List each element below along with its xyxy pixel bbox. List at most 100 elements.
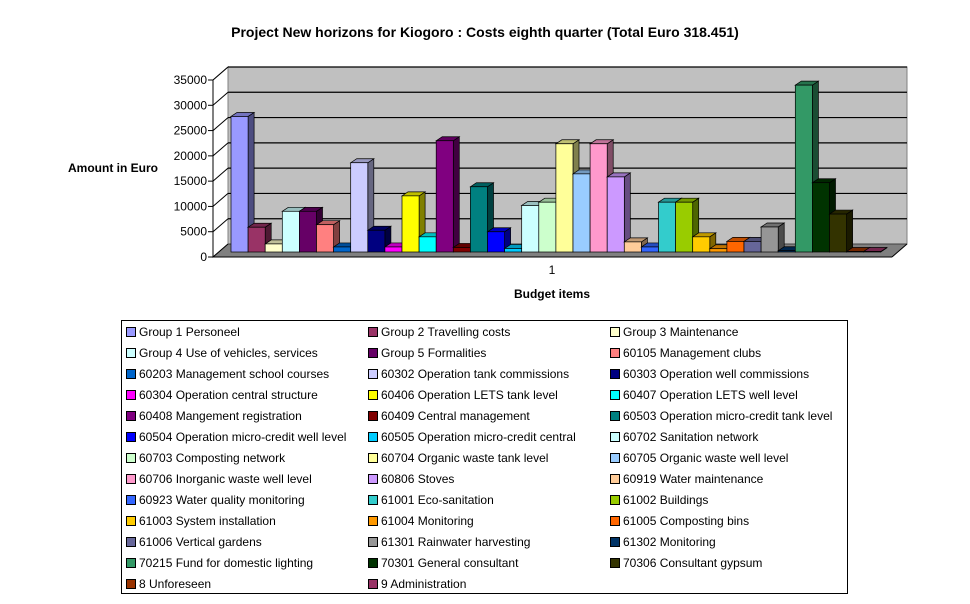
bar (521, 205, 540, 253)
legend-label: 60303 Operation well commissions (623, 367, 810, 381)
legend-swatch (126, 369, 136, 379)
bar (264, 243, 283, 253)
bar (230, 116, 249, 253)
legend-label: 61003 System installation (139, 514, 276, 528)
legend-item: Group 5 Formalities (368, 346, 486, 360)
legend-swatch (610, 348, 620, 358)
legend-label: 8 Unforeseen (139, 577, 212, 591)
legend-swatch (610, 432, 620, 442)
bar (316, 224, 334, 253)
legend-swatch (610, 516, 620, 526)
legend-label: 60505 Operation micro-credit central (381, 430, 576, 444)
legend-label: 61006 Vertical gardens (139, 535, 262, 549)
legend-swatch (368, 516, 378, 526)
bar (743, 241, 762, 253)
side-gridline (212, 117, 229, 131)
legend-label: 61302 Monitoring (623, 535, 716, 549)
legend-item: Group 3 Maintenance (610, 325, 738, 339)
legend-item: 60105 Management clubs (610, 346, 761, 360)
legend-label: 9 Administration (381, 577, 467, 591)
plot-area: 0 5000 10000 15000 20000 25000 30000 35000 (174, 65, 908, 264)
legend-item: 61005 Composting bins (610, 514, 749, 528)
legend-item: 61001 Eco-sanitation (368, 493, 494, 507)
legend-item: 60703 Composting network (126, 451, 285, 465)
legend-swatch (368, 537, 378, 547)
bar (863, 251, 882, 253)
legend-label: 60304 Operation central structure (139, 388, 318, 402)
legend-swatch (126, 348, 136, 358)
legend-swatch (126, 453, 136, 463)
legend-label: 61004 Monitoring (381, 514, 474, 528)
legend-item: 60705 Organic waste well level (610, 451, 788, 465)
legend-swatch (126, 537, 136, 547)
side-gridline (212, 142, 229, 157)
x-tick-label: 1 (549, 263, 556, 277)
legend-label: 70301 General consultant (381, 556, 519, 570)
legend-item: 60505 Operation micro-credit central (368, 430, 576, 444)
legend-item: Group 1 Personeel (126, 325, 240, 339)
bar (504, 248, 523, 253)
legend-label: 61001 Eco-sanitation (381, 493, 494, 507)
legend-item: 60303 Operation well commissions (610, 367, 809, 381)
legend-item: 8 Unforeseen (126, 577, 211, 591)
bar (692, 236, 711, 253)
bar (435, 140, 454, 253)
legend-label: 60203 Management school courses (139, 367, 330, 381)
legend-item: 60408 Mangement registration (126, 409, 302, 423)
bar (812, 182, 830, 253)
legend-item: Group 2 Travelling costs (368, 325, 510, 339)
bar (281, 210, 300, 253)
legend-label: 70306 Consultant gypsum (623, 556, 763, 570)
legend-swatch (610, 537, 620, 547)
legend-item: 9 Administration (368, 577, 466, 591)
side-gridline (212, 243, 229, 258)
bar (658, 201, 676, 253)
legend-swatch (610, 390, 620, 400)
bar-side (846, 209, 853, 253)
bar (846, 251, 865, 253)
legend-label: 60703 Composting network (139, 451, 286, 465)
legend-item: 60406 Operation LETS tank level (368, 388, 558, 402)
legend-swatch (368, 558, 378, 568)
legend-item: 60407 Operation LETS well level (610, 388, 798, 402)
y-tick-label: 25000 (174, 124, 208, 138)
legend-item: 60923 Water quality monitoring (126, 493, 305, 507)
legend-item: 60704 Organic waste tank level (368, 451, 548, 465)
legend-swatch (126, 516, 136, 526)
legend-swatch (126, 327, 136, 337)
legend-label: Group 1 Personeel (139, 325, 240, 339)
legend-swatch (610, 474, 620, 484)
legend-item: 60702 Sanitation network (610, 430, 758, 444)
legend-label: 70215 Fund for domestic lighting (139, 556, 314, 570)
legend-item: 61006 Vertical gardens (126, 535, 262, 549)
bar (384, 246, 403, 253)
bar (623, 241, 642, 253)
legend-item: Group 4 Use of vehicles, services (126, 346, 318, 360)
legend-label: Group 2 Travelling costs (381, 325, 511, 339)
legend-label: 61005 Composting bins (623, 514, 750, 528)
bar (401, 195, 420, 253)
legend-swatch (368, 348, 378, 358)
legend-item: 61004 Monitoring (368, 514, 474, 528)
legend-swatch (126, 579, 136, 589)
bar (726, 241, 745, 253)
legend-label: 61002 Buildings (623, 493, 709, 507)
legend-label: 60302 Operation tank commissions (381, 367, 570, 381)
y-tick-label: 15000 (174, 174, 208, 188)
legend-swatch (126, 390, 136, 400)
bar (470, 186, 488, 253)
legend-swatch (126, 411, 136, 421)
legend-label: 60503 Operation micro-credit tank level (623, 409, 833, 423)
legend-item: 70306 Consultant gypsum (610, 556, 762, 570)
legend-label: 60504 Operation micro-credit well level (139, 430, 347, 444)
legend-label: 60705 Organic waste well level (623, 451, 789, 465)
legend-swatch (126, 474, 136, 484)
bar (675, 201, 694, 253)
legend-label: 60702 Sanitation network (623, 430, 759, 444)
legend-label: 60407 Operation LETS well level (623, 388, 798, 402)
bar (641, 246, 659, 253)
legend-item: 60919 Water maintenance (610, 472, 763, 486)
legend-label: 60105 Management clubs (623, 346, 762, 360)
legend-swatch (368, 495, 378, 505)
